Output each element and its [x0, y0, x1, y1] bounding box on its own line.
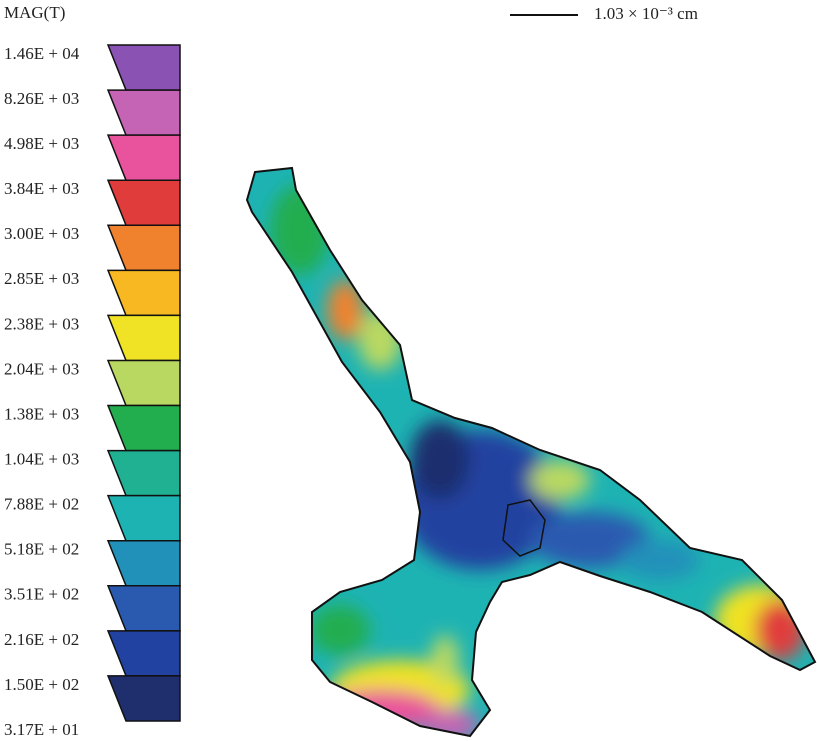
legend-level-label: 2.16E + 02: [4, 630, 79, 649]
legend-swatch: [108, 45, 180, 90]
legend-level-label: 7.88E + 02: [4, 495, 79, 514]
legend-swatch: [108, 360, 180, 405]
legend-level-label: 2.38E + 03: [4, 314, 79, 333]
legend-swatch: [108, 406, 180, 451]
legend-level-label: 3.84E + 03: [4, 179, 79, 198]
legend-swatch: [108, 586, 180, 631]
legend: 1.46E + 04 8.26E + 03 4.98E + 03 3.84E + 03…: [4, 44, 180, 739]
legend-swatch: [108, 135, 180, 180]
legend-level-label: 5.18E + 02: [4, 540, 79, 559]
legend-level-label: 1.38E + 03: [4, 404, 79, 423]
legend-swatch: [108, 90, 180, 135]
legend-swatch: [108, 631, 180, 676]
legend-swatch: [108, 315, 180, 360]
legend-level-label: 2.04E + 03: [4, 359, 79, 378]
legend-swatch: [108, 180, 180, 225]
legend-level-label: 1.46E + 04: [4, 44, 80, 63]
legend-level-label: 8.26E + 03: [4, 89, 79, 108]
legend-swatch: [108, 225, 180, 270]
legend-swatch: [108, 541, 180, 586]
legend-level-label: 3.51E + 02: [4, 585, 79, 604]
figure: MAG(T) 1.46E + 04 8.26E + 03 4.98E + 03 3.8…: [0, 0, 817, 741]
legend-swatch: [108, 676, 180, 721]
cell-contour: [240, 160, 817, 741]
legend-swatch: [108, 270, 180, 315]
legend-level-label: 4.98E + 03: [4, 134, 79, 153]
legend-level-label: 3.00E + 03: [4, 224, 79, 243]
legend-level-label: 3.17E + 01: [4, 720, 79, 739]
legend-level-label: 1.50E + 02: [4, 675, 79, 694]
legend-level-label: 2.85E + 03: [4, 269, 79, 288]
scale-bar-label: 1.03 × 10⁻³ cm: [594, 4, 698, 23]
legend-swatch: [108, 451, 180, 496]
legend-swatch: [108, 496, 180, 541]
legend-title: MAG(T): [4, 3, 65, 22]
legend-level-label: 1.04E + 03: [4, 450, 79, 469]
